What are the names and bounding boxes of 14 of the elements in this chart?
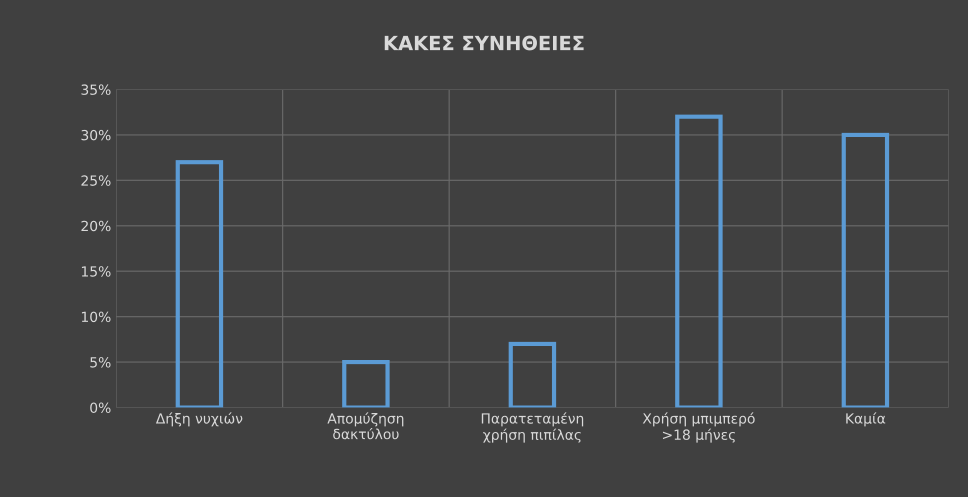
y-tick-label: 10% (82, 312, 111, 322)
y-tick-label: 15% (82, 266, 111, 277)
y-tick-label: 25% (81, 175, 111, 186)
x-tick-label: Παρατεταμένη χρήση πιπίλας (482, 412, 584, 443)
x-tick-label: Χρήση μπιμπερό >18 μήνες (642, 412, 755, 443)
y-tick-label: 5% (90, 357, 111, 368)
y-tick-label: 30% (81, 130, 111, 140)
x-tick-label: Απομύζηση δακτύλου (327, 412, 404, 440)
chart-title: ΚΑΚΕΣ ΣΥΝΗΘΕΙΕΣ (384, 36, 584, 50)
x-tick-label: Δήξη νυχιών (156, 412, 242, 426)
y-tick-label: 35% (81, 84, 111, 95)
y-tick-label: 0% (90, 402, 111, 414)
y-tick-label: 20% (81, 220, 111, 232)
x-tick-label: Καμία (846, 412, 886, 426)
